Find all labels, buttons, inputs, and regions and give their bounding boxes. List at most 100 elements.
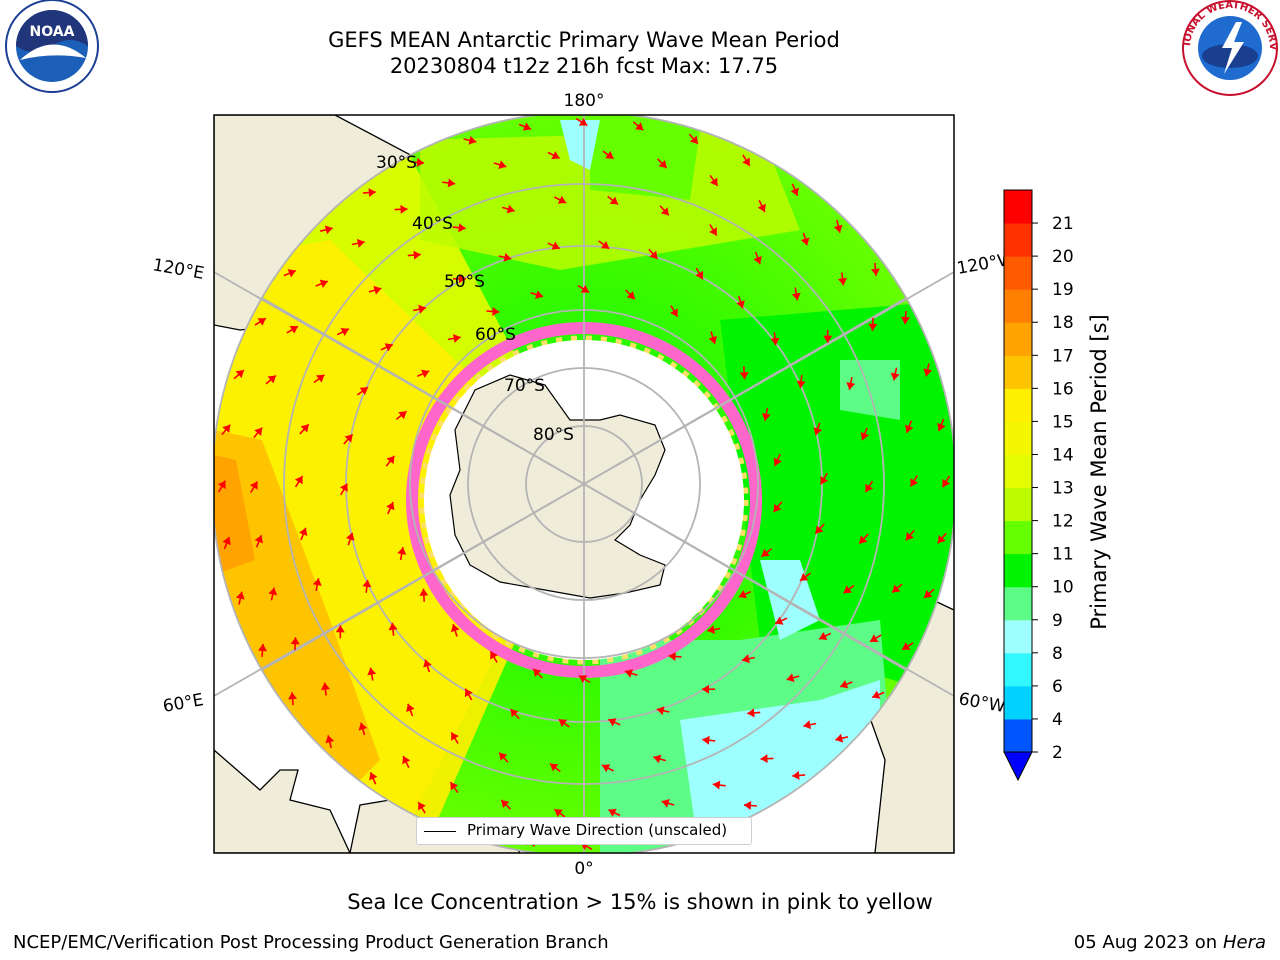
wave-arrow-head: [770, 337, 780, 346]
colorbar-tick-label: 20: [1052, 247, 1074, 267]
lon-label-60e: 60°E: [161, 690, 205, 717]
wave-arrow-head: [712, 780, 721, 790]
colorbar-tick-label: 19: [1052, 280, 1074, 300]
wave-arrow-head: [459, 274, 466, 284]
colorbar-segment: [1004, 718, 1032, 753]
wave-arrow-head: [742, 654, 750, 664]
chart-title: GEFS MEAN Antarctic Primary Wave Mean Pe…: [328, 28, 840, 52]
wave-arrow-head: [773, 457, 782, 466]
colorbar-tick-label: 11: [1052, 545, 1074, 565]
wave-arrow-head: [319, 279, 328, 288]
lat-label-40s: 40°S: [412, 214, 453, 234]
wave-arrow-head: [398, 411, 407, 420]
wave-arrow-head: [402, 756, 411, 765]
lon-label-60w: 60°W: [957, 689, 1007, 717]
wave-arrow-head: [833, 224, 843, 233]
wave-arrow-head: [791, 292, 801, 301]
wave-arrow-head: [254, 535, 263, 544]
credit-text: NCEP/EMC/Verification Post Processing Pr…: [13, 932, 609, 953]
wave-arrow-head: [217, 480, 226, 490]
wave-arrow-head: [222, 536, 231, 546]
wave-arrow-head: [656, 706, 665, 716]
wave-arrow-head: [418, 802, 426, 811]
graticule: [214, 115, 954, 853]
wave-arrow-head: [739, 372, 749, 380]
wave-arrow-head: [373, 285, 382, 295]
wave-arrow-head: [386, 502, 395, 511]
wave-arrow-head: [345, 532, 355, 541]
wave-arrow-head: [761, 413, 771, 421]
wave-arrow-head: [871, 268, 880, 276]
wave-arrow-head: [423, 659, 432, 668]
colorbar-extend-triangle: [1003, 751, 1033, 782]
wave-arrow-head: [649, 250, 658, 259]
wave-arrow-head: [813, 427, 823, 436]
wave-arrow-head: [359, 387, 368, 396]
wave-arrow-head: [299, 527, 308, 536]
wave-arrow-head: [288, 692, 297, 700]
lat-label-30s: 30°S: [376, 153, 417, 173]
wave-arrow-head: [453, 334, 461, 343]
wave-arrow-head: [447, 178, 456, 188]
wave-arrow-head: [384, 343, 393, 352]
colorbar-tick-label: 10: [1052, 578, 1074, 598]
antarctica: [449, 374, 666, 599]
colorbar-tick-label: 6: [1052, 677, 1063, 697]
wave-arrow-head: [786, 673, 795, 683]
wave-arrow-head: [268, 587, 278, 596]
wave-arrow-head: [450, 624, 460, 633]
wave-arrow-head: [624, 669, 633, 678]
wave-arrow-head: [736, 300, 745, 309]
wave-arrow-head: [321, 682, 330, 691]
wave-arrow-head: [506, 204, 515, 214]
wave-arrow-head: [499, 752, 508, 761]
lat-label-50s: 50°S: [444, 272, 485, 292]
wave-arrow-head: [344, 434, 353, 443]
colorbar-tick-label: 13: [1052, 479, 1074, 499]
wave-arrow-head: [503, 252, 512, 262]
wave-arrow-head: [356, 238, 365, 248]
wave-arrow-head: [554, 809, 563, 818]
wave-arrow-head: [498, 160, 507, 169]
wave-arrow-head: [605, 150, 614, 159]
wave-arrow-head: [451, 732, 459, 741]
wave-arrow-head: [742, 157, 750, 166]
colorbar-segment: [1004, 322, 1032, 356]
wave-arrow-head: [708, 335, 718, 344]
wave-arrow-head: [868, 323, 878, 331]
colorbar-segment: [1004, 586, 1032, 621]
colorbar-segment: [1004, 454, 1032, 489]
svg-text:NOAA: NOAA: [30, 24, 75, 40]
wave-arrow-head: [660, 207, 669, 216]
wave-arrow-head: [468, 135, 477, 145]
wave-arrow-head: [757, 203, 766, 212]
wave-arrow-head: [416, 158, 425, 167]
wave-arrow-head: [600, 240, 610, 249]
wave-arrow-head: [840, 680, 849, 689]
wave-arrow-head: [406, 703, 415, 712]
lon-label-180: 180°: [564, 91, 605, 111]
wave-arrow-head: [803, 720, 812, 730]
wave-arrow-head: [702, 735, 710, 745]
wave-arrow-head: [400, 204, 408, 214]
lon-label-120e: 120°E: [151, 255, 205, 284]
colorbar-tick-label: 17: [1052, 346, 1074, 366]
colorbar: 2 4 6 8 9 10 11 12 13 14 15 16 17 18 19 20 21: [1003, 189, 1074, 782]
wave-arrow-head: [522, 122, 532, 131]
wave-arrow-head: [709, 177, 718, 186]
wave-arrow-head: [290, 637, 300, 645]
wave-arrow-head: [905, 424, 914, 433]
wave-arrow-head: [902, 642, 911, 650]
wave-arrow-head: [458, 223, 466, 233]
wave-arrow-head: [254, 427, 263, 436]
wave-arrow-head: [738, 590, 747, 599]
wave-arrow-head: [388, 622, 398, 631]
colorbar-tick-label: 9: [1052, 611, 1063, 631]
wave-arrow-head: [335, 625, 345, 633]
wave-arrow-head: [924, 589, 933, 598]
colorbar-segment: [1004, 553, 1032, 588]
wave-arrow-head: [890, 372, 900, 381]
wave-arrow-head: [753, 256, 762, 265]
wave-arrow-head: [937, 535, 946, 544]
colorbar-segment: [1004, 685, 1032, 720]
